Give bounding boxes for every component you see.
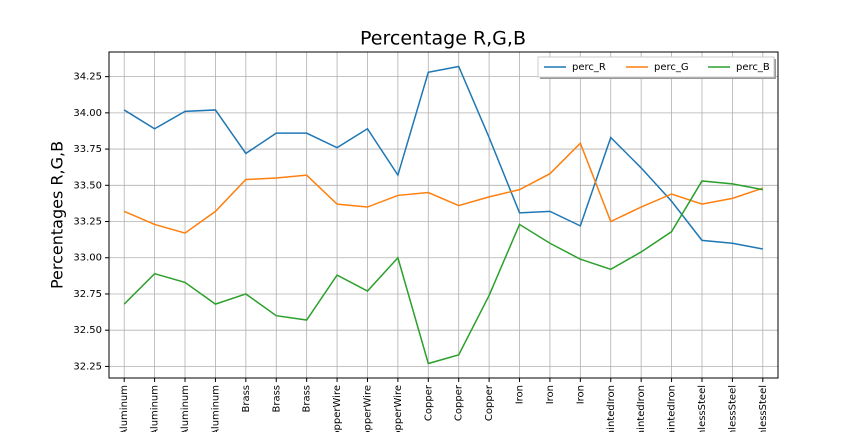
plot-frame	[108, 51, 779, 379]
chart-title: Percentage R,G,B	[360, 28, 526, 50]
x-tick-label: StainlessSteel	[727, 385, 738, 432]
x-tick-label: StainlessSteel	[758, 385, 769, 432]
legend	[537, 56, 775, 78]
y-tick-label: 32.25	[73, 361, 102, 372]
x-tick-label: StainlessSteel	[697, 385, 708, 432]
x-tick-label: Brass	[271, 385, 282, 413]
x-tick-label: CopperWire	[332, 385, 343, 432]
legend-label: perc_R	[572, 62, 606, 73]
x-tick-label: PaintedIron	[606, 385, 617, 432]
y-tick-label: 32.75	[73, 289, 102, 300]
x-tick-label: Aluminum	[180, 385, 191, 432]
x-tick-label: PaintedIron	[636, 385, 647, 432]
y-tick-label: 34.25	[73, 72, 102, 83]
x-tick-label: Iron	[545, 385, 556, 404]
y-tick-label: 33.75	[73, 144, 102, 155]
x-tick-label: Iron	[575, 385, 586, 404]
x-tick-label: Copper	[454, 384, 465, 421]
x-tick-label: Brass	[241, 385, 252, 413]
x-tick-label: Iron	[515, 385, 526, 404]
series-line	[123, 65, 763, 250]
y-tick-label: 33.50	[73, 180, 102, 191]
x-tick-label: PaintedIron	[667, 385, 678, 432]
x-tick-label: Brass	[302, 385, 313, 413]
y-tick-label: 32.50	[73, 325, 102, 336]
x-tick-label: Copper	[423, 384, 434, 421]
x-tick-label: Aluminum	[119, 385, 130, 432]
y-axis-label: Percentages R,G,B	[48, 141, 67, 289]
y-tick-label: 33.00	[73, 253, 102, 264]
y-tick-label: 34.00	[73, 108, 102, 119]
x-tick-label: Copper	[484, 384, 495, 421]
x-tick-label: CopperWire	[362, 385, 373, 432]
y-tick-label: 33.25	[73, 217, 102, 228]
x-tick-label: CopperWire	[393, 385, 404, 432]
legend-label: perc_B	[736, 62, 770, 73]
x-tick-label: Aluminum	[210, 385, 221, 432]
series-line	[123, 141, 764, 234]
series-line	[123, 180, 763, 365]
legend-label: perc_G	[654, 62, 689, 73]
x-tick-label: Aluminum	[150, 385, 161, 432]
